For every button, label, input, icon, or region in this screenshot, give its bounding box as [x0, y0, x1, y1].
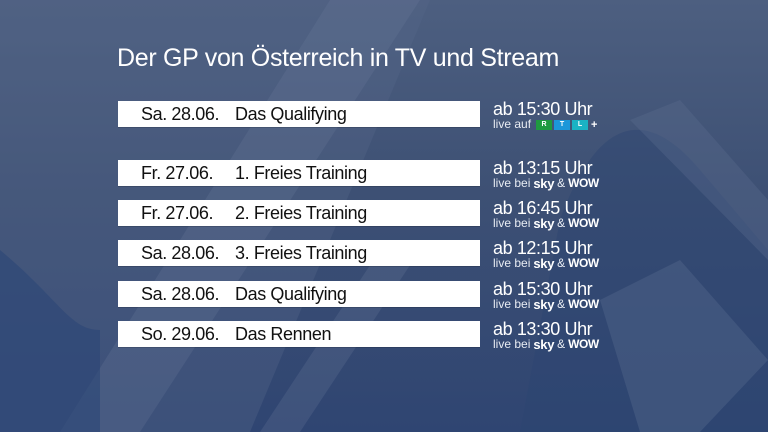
session-name: 3. Freies Training: [235, 243, 367, 263]
broadcast-info: ab 13:15 Uhr live bei sky & WOW: [493, 159, 599, 190]
ampersand: &: [557, 176, 566, 190]
schedule-bar: [118, 101, 480, 127]
session-date: Fr. 27.06.: [141, 163, 214, 183]
rtl-letter-r: R: [536, 119, 553, 130]
session-date: Fr. 27.06.: [141, 203, 214, 223]
session-date: So. 29.06.: [141, 324, 220, 344]
sky-logo: sky: [533, 337, 555, 352]
schedule-row: Fr. 27.06. 1. Freies Training: [118, 160, 480, 186]
broadcast-info: ab 12:15 Uhr live bei sky & WOW: [493, 239, 599, 270]
via-prefix: live auf: [493, 117, 532, 131]
session-name: 2. Freies Training: [235, 203, 367, 223]
sky-logo: sky: [533, 256, 555, 271]
session-name: Das Qualifying: [235, 104, 347, 124]
broadcast-via: live bei sky & WOW: [493, 297, 599, 312]
session-date: Sa. 28.06.: [141, 243, 220, 263]
session-time: ab 15:30 Uhr: [493, 279, 593, 299]
schedule-row: Sa. 28.06. Das Qualifying: [118, 281, 480, 307]
ampersand: &: [557, 256, 566, 270]
session-name: Das Qualifying: [235, 284, 347, 304]
wow-logo: WOW: [568, 337, 599, 351]
broadcast-via: live bei sky & WOW: [493, 256, 599, 271]
session-date: Sa. 28.06.: [141, 284, 220, 304]
wow-logo: WOW: [568, 297, 599, 311]
session-time: ab 13:15 Uhr: [493, 158, 593, 178]
broadcast-via: live auf R T L +: [493, 118, 597, 131]
rtl-plus-logo: R T L +: [536, 118, 598, 131]
ampersand: &: [557, 216, 566, 230]
via-prefix: live bei: [493, 337, 531, 351]
via-prefix: live bei: [493, 216, 531, 230]
broadcast-info: ab 13:30 Uhr live bei sky & WOW: [493, 320, 599, 351]
wow-logo: WOW: [568, 176, 599, 190]
session-date: Sa. 28.06.: [141, 104, 220, 124]
schedule-bar: [118, 160, 480, 186]
via-prefix: live bei: [493, 297, 531, 311]
session-time: ab 13:30 Uhr: [493, 319, 593, 339]
broadcast-info: ab 15:30 Uhr live auf R T L +: [493, 100, 597, 131]
sky-logo: sky: [533, 297, 555, 312]
broadcast-via: live bei sky & WOW: [493, 216, 599, 231]
sky-logo: sky: [533, 176, 555, 191]
schedule-bar: [118, 281, 480, 307]
ampersand: &: [557, 337, 566, 351]
schedule-bar: [118, 200, 480, 226]
session-name: 1. Freies Training: [235, 163, 367, 183]
rtl-letter-t: T: [554, 119, 571, 130]
session-time: ab 15:30 Uhr: [493, 99, 593, 119]
schedule-row: So. 29.06. Das Rennen: [118, 321, 480, 347]
schedule-bar: [118, 240, 480, 266]
wow-logo: WOW: [568, 216, 599, 230]
rtl-letter-l: L: [572, 119, 589, 130]
wow-logo: WOW: [568, 256, 599, 270]
page-title: Der GP von Österreich in TV und Stream: [117, 44, 560, 72]
schedule-row: Sa. 28.06. 3. Freies Training: [118, 240, 480, 266]
via-prefix: live bei: [493, 176, 531, 190]
highlight-row: Sa. 28.06. Das Qualifying: [118, 101, 480, 127]
broadcast-info: ab 16:45 Uhr live bei sky & WOW: [493, 199, 599, 230]
session-name: Das Rennen: [235, 324, 332, 344]
broadcast-info: ab 15:30 Uhr live bei sky & WOW: [493, 280, 599, 311]
ampersand: &: [557, 297, 566, 311]
schedule-bar: [118, 321, 480, 347]
sky-logo: sky: [533, 216, 555, 231]
session-time: ab 16:45 Uhr: [493, 198, 593, 218]
session-time: ab 12:15 Uhr: [493, 238, 593, 258]
broadcast-via: live bei sky & WOW: [493, 176, 599, 191]
schedule-row: Fr. 27.06. 2. Freies Training: [118, 200, 480, 226]
via-prefix: live bei: [493, 256, 531, 270]
rtl-plus-sign: +: [591, 118, 598, 131]
broadcast-via: live bei sky & WOW: [493, 337, 599, 352]
